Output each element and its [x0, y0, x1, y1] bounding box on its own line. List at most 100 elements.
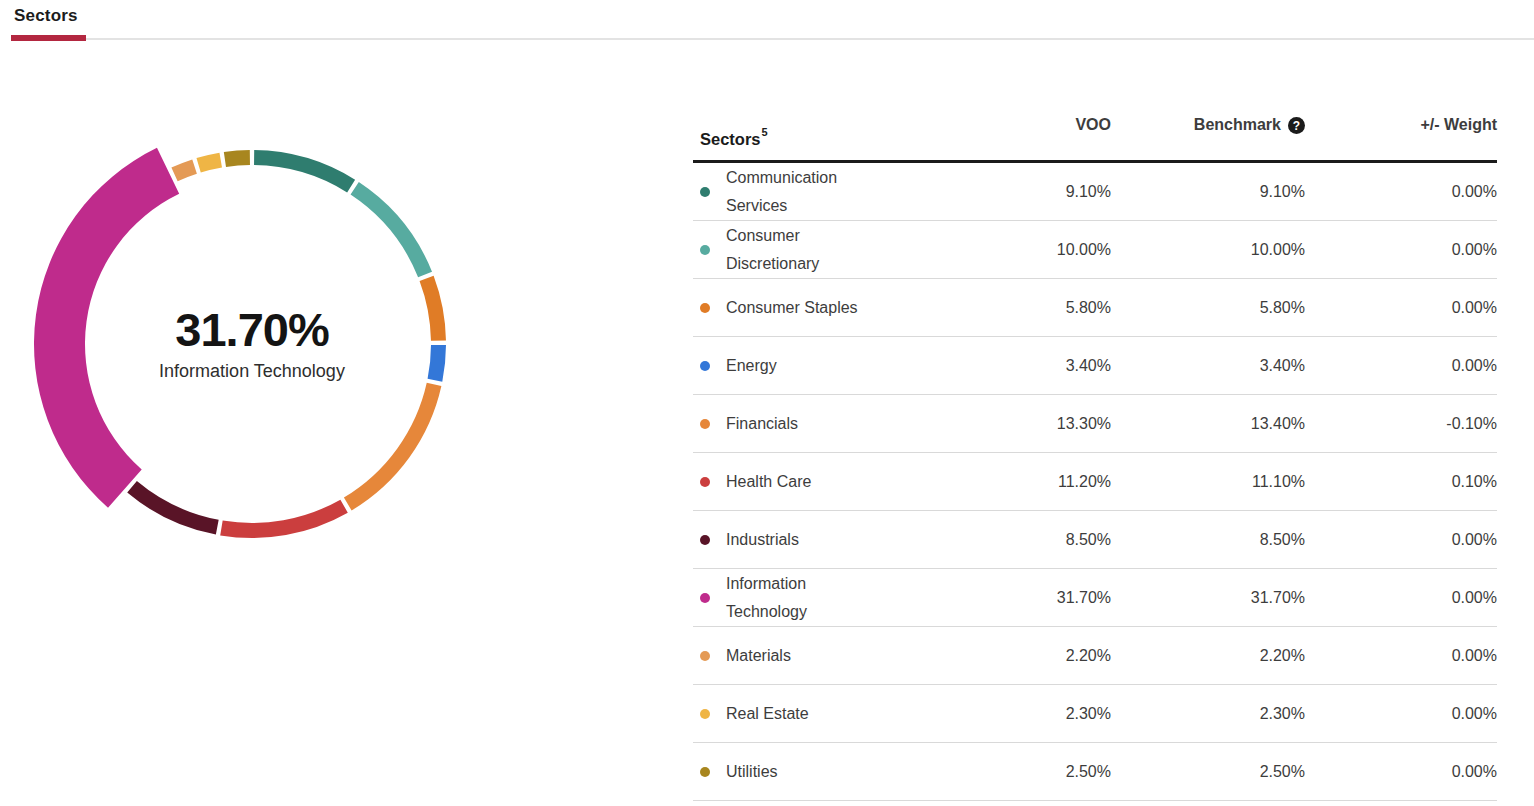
sector-dot	[700, 767, 710, 777]
donut-slice-utilities[interactable]	[224, 150, 250, 167]
active-tab-underline	[11, 35, 86, 41]
sector-label: Materials	[726, 642, 791, 669]
weight-value: 0.00%	[1305, 569, 1497, 626]
table-row-consumer-staples: Consumer Staples5.80%5.80%0.00%	[693, 279, 1497, 337]
sectors-header-label: Sectors	[700, 129, 761, 147]
voo-value: 2.50%	[973, 743, 1111, 800]
sector-cell: Materials	[693, 627, 973, 684]
column-header-weight: +/- Weight	[1305, 116, 1497, 160]
weight-value: 0.00%	[1305, 337, 1497, 394]
donut-slice-health-care[interactable]	[220, 500, 348, 538]
table-row-communication-services: Communication Services9.10%9.10%0.00%	[693, 163, 1497, 221]
table-row-materials: Materials2.20%2.20%0.00%	[693, 627, 1497, 685]
sector-cell: Health Care	[693, 453, 973, 510]
weight-value: 0.00%	[1305, 221, 1497, 278]
benchmark-value: 3.40%	[1111, 337, 1305, 394]
voo-value: 31.70%	[973, 569, 1111, 626]
benchmark-value: 5.80%	[1111, 279, 1305, 336]
table-row-industrials: Industrials8.50%8.50%0.00%	[693, 511, 1497, 569]
voo-value: 9.10%	[973, 163, 1111, 220]
donut-center-text: 31.70% Information Technology	[92, 304, 412, 383]
benchmark-value: 9.10%	[1111, 163, 1305, 220]
donut-slice-industrials[interactable]	[127, 481, 218, 535]
donut-slice-materials[interactable]	[171, 159, 196, 181]
weight-value: 0.00%	[1305, 627, 1497, 684]
tab-bar: Sectors	[0, 0, 1534, 46]
voo-value: 11.20%	[973, 453, 1111, 510]
table-row-financials: Financials 13.30%13.40%-0.10%	[693, 395, 1497, 453]
voo-value: 10.00%	[973, 221, 1111, 278]
sector-label: Information Technology	[726, 570, 876, 624]
sector-label: Energy	[726, 352, 777, 379]
column-header-voo: VOO	[973, 116, 1111, 160]
sector-label: Communication Services	[726, 164, 876, 218]
tab-bar-rule	[11, 38, 1534, 40]
benchmark-value: 2.20%	[1111, 627, 1305, 684]
donut-slice-real-estate[interactable]	[196, 153, 222, 173]
donut-slice-consumer-discretionary[interactable]	[351, 182, 432, 277]
table-row-energy: Energy3.40%3.40%0.00%	[693, 337, 1497, 395]
highlighted-sector-name: Information Technology	[159, 360, 345, 383]
benchmark-value: 8.50%	[1111, 511, 1305, 568]
sector-cell: Real Estate	[693, 685, 973, 742]
weight-value: 0.00%	[1305, 163, 1497, 220]
voo-value: 2.30%	[973, 685, 1111, 742]
sector-label: Health Care	[726, 468, 811, 495]
voo-value: 8.50%	[973, 511, 1111, 568]
table-row-utilities: Utilities2.50%2.50%0.00%	[693, 743, 1497, 801]
weight-value: 0.10%	[1305, 453, 1497, 510]
weight-value: -0.10%	[1305, 395, 1497, 452]
sector-label: Consumer Discretionary	[726, 222, 876, 276]
sector-dot	[700, 361, 710, 371]
sector-cell: Consumer Staples	[693, 279, 973, 336]
weight-value: 0.00%	[1305, 279, 1497, 336]
table-body: Communication Services9.10%9.10%0.00%Con…	[693, 163, 1497, 801]
sector-dot	[700, 651, 710, 661]
sectors-footnote-marker: 5	[762, 126, 768, 138]
donut-slice-communication-services[interactable]	[254, 150, 355, 192]
sector-dot	[700, 709, 710, 719]
benchmark-value: 11.10%	[1111, 453, 1305, 510]
sector-cell: Consumer Discretionary	[693, 221, 973, 278]
voo-value: 13.30%	[973, 395, 1111, 452]
sectors-table: Sectors5 VOO Benchmark ? +/- Weight Comm…	[693, 104, 1497, 801]
donut-slice-financials[interactable]	[344, 383, 441, 511]
sector-label: Utilities	[726, 758, 778, 785]
table-row-health-care: Health Care 11.20%11.10%0.10%	[693, 453, 1497, 511]
sector-dot	[700, 303, 710, 313]
sector-label: Consumer Staples	[726, 294, 858, 321]
sector-label: Real Estate	[726, 700, 809, 727]
sector-cell: Financials	[693, 395, 973, 452]
benchmark-header-label: Benchmark	[1194, 116, 1281, 134]
donut-slice-consumer-staples[interactable]	[420, 276, 446, 341]
sector-dot	[700, 419, 710, 429]
table-row-real-estate: Real Estate2.30%2.30%0.00%	[693, 685, 1497, 743]
table-row-consumer-discretionary: Consumer Discretionary10.00%10.00%0.00%	[693, 221, 1497, 279]
sector-dot	[700, 187, 710, 197]
benchmark-value: 2.30%	[1111, 685, 1305, 742]
sector-label: Financials	[726, 410, 798, 437]
sector-dot	[700, 477, 710, 487]
sector-cell: Utilities	[693, 743, 973, 800]
voo-value: 3.40%	[973, 337, 1111, 394]
weight-value: 0.00%	[1305, 685, 1497, 742]
column-header-sectors: Sectors5	[693, 116, 973, 160]
sector-cell: Industrials	[693, 511, 973, 568]
highlighted-sector-value: 31.70%	[175, 304, 328, 356]
column-header-benchmark: Benchmark ?	[1111, 116, 1305, 160]
sector-donut-chart: 31.70% Information Technology	[17, 109, 487, 579]
benchmark-help-icon[interactable]: ?	[1288, 117, 1305, 134]
table-header-row: Sectors5 VOO Benchmark ? +/- Weight	[693, 104, 1497, 163]
tab-sectors[interactable]: Sectors	[14, 6, 78, 26]
sector-cell: Energy	[693, 337, 973, 394]
voo-value: 2.20%	[973, 627, 1111, 684]
sector-label: Industrials	[726, 526, 799, 553]
benchmark-value: 13.40%	[1111, 395, 1305, 452]
sector-cell: Communication Services	[693, 163, 973, 220]
voo-value: 5.80%	[973, 279, 1111, 336]
sector-dot	[700, 593, 710, 603]
benchmark-value: 2.50%	[1111, 743, 1305, 800]
donut-slice-energy[interactable]	[428, 345, 446, 382]
table-row-information-technology: Information Technology31.70%31.70%0.00%	[693, 569, 1497, 627]
weight-value: 0.00%	[1305, 511, 1497, 568]
